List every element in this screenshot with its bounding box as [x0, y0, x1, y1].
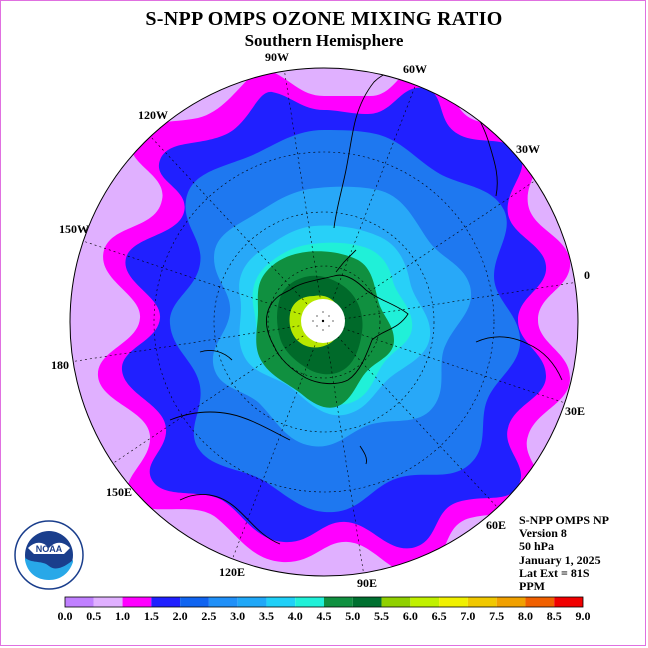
lon-label-0: 0 [584, 268, 590, 282]
colorbar-tick-label: 8.0 [518, 609, 533, 623]
colorbar-swatch [352, 597, 382, 607]
colorbar-tick-label: 8.5 [547, 609, 562, 623]
colorbar-swatch [496, 597, 526, 607]
map-border [69, 67, 579, 577]
map-subtitle: Southern Hemisphere [244, 31, 404, 50]
lon-label-150w: 150W [59, 222, 89, 236]
lon-label-90e: 90E [357, 576, 378, 590]
colorbar-tick-label: 2.5 [201, 609, 216, 623]
lon-label-60w: 60W [403, 62, 427, 76]
info-block: S-NPP OMPS NP Version 8 50 hPa January 1… [519, 513, 609, 594]
lon-label-60e: 60E [486, 518, 507, 532]
colorbar-swatch [439, 597, 468, 607]
coastlines [169, 70, 563, 545]
colorbar-swatch [410, 597, 440, 607]
graticule [70, 68, 578, 576]
lon-label-90w: 90W [265, 50, 289, 64]
colorbar-tick-label: 7.5 [489, 609, 504, 623]
colorbar-tick-label: 4.0 [288, 609, 303, 623]
colorbar-swatch [525, 597, 555, 607]
colorbar-tick-label: 5.0 [345, 609, 360, 623]
lon-label-30e: 30E [565, 404, 586, 418]
lon-label-120w: 120W [138, 108, 168, 122]
colorbar-tick-label: 3.5 [259, 609, 274, 623]
info-instrument: S-NPP OMPS NP [519, 513, 609, 527]
lon-label-180: 180 [51, 358, 69, 372]
colorbar-tick-label: 6.5 [432, 609, 447, 623]
info-units: PPM [519, 579, 545, 594]
polar-grid-dots [312, 311, 334, 331]
colorbar-tick-label: 5.5 [374, 609, 389, 623]
colorbar-swatch [266, 597, 296, 607]
lon-label-30w: 30W [516, 142, 540, 156]
colorbar-swatch [208, 597, 238, 607]
colorbar-tick-label: 0.0 [58, 609, 73, 623]
colorbar-tick-label: 6.0 [403, 609, 418, 623]
colorbar-swatch [237, 597, 267, 607]
colorbar-swatch [65, 597, 94, 607]
colorbar-swatch [324, 597, 353, 607]
info-lat-ext: Lat Ext = 81S [519, 565, 590, 580]
map-title: S-NPP OMPS OZONE MIXING RATIO [145, 8, 503, 30]
colorbar-tick-label: 0.5 [86, 609, 101, 623]
info-level: 50 hPa [519, 539, 555, 554]
logo-text: NOAA [36, 544, 63, 554]
colorbar-swatch [295, 597, 324, 607]
info-date: January 1, 2025 [519, 552, 601, 567]
colorbar-swatch [93, 597, 123, 607]
colorbar-tick-label: 7.0 [460, 609, 475, 623]
colorbar-swatch [151, 597, 181, 607]
colorbar-swatch [180, 597, 209, 607]
colorbar-swatch [122, 597, 152, 607]
colorbar-tick-label: 3.0 [230, 609, 245, 623]
colorbar-swatch [554, 597, 583, 607]
info-version: Version 8 [519, 526, 567, 541]
noaa-logo: NOAA [14, 520, 84, 590]
colorbar-tick-label: 2.0 [173, 609, 188, 623]
colorbar-tick-label: 4.5 [317, 609, 332, 623]
colorbar-swatch [467, 597, 497, 607]
colorbar-tick-label: 9.0 [576, 609, 591, 623]
colorbar-tick-label: 1.0 [115, 609, 130, 623]
lon-label-120e: 120E [219, 565, 246, 579]
colorbar-border [64, 596, 584, 608]
lon-label-150e: 150E [106, 485, 133, 499]
colorbar-tick-label: 1.5 [144, 609, 159, 623]
colorbar-swatch [381, 597, 411, 607]
